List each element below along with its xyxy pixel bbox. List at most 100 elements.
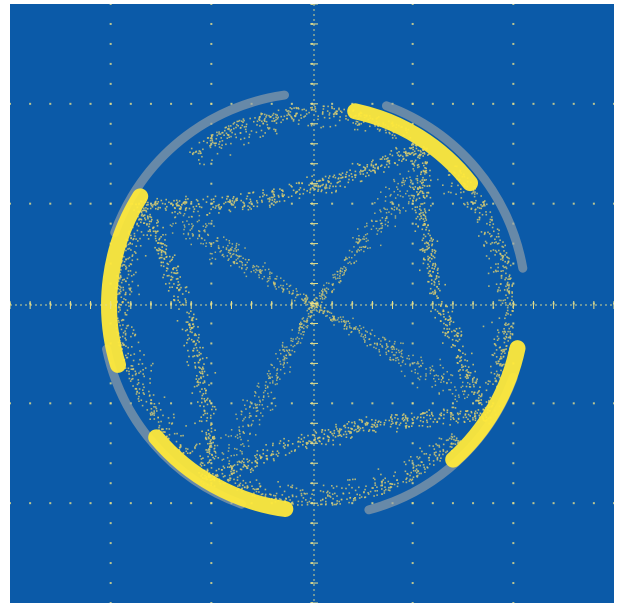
spoke-point (342, 316, 344, 318)
trace-point (428, 244, 430, 246)
spoke-point (387, 350, 390, 352)
trace-point (506, 256, 508, 258)
spoke-point (255, 268, 257, 271)
spoke-point (448, 378, 450, 381)
trace-point (499, 364, 501, 367)
trace-point (354, 170, 357, 173)
trace-point (483, 201, 485, 203)
trace-point (460, 359, 462, 362)
trace-point (429, 234, 431, 237)
trace-point (161, 246, 163, 248)
spoke-point (348, 256, 350, 259)
spoke-point (286, 283, 288, 285)
graticule-dot (512, 502, 515, 505)
spoke-point (388, 188, 390, 190)
graticule-dot (129, 502, 132, 505)
trace-point (272, 196, 274, 199)
trace-point (324, 175, 327, 178)
trace-point (224, 126, 227, 129)
graticule-dot (411, 62, 414, 65)
trace-point (451, 182, 453, 185)
trace-point (424, 211, 427, 214)
spoke-point (278, 286, 280, 288)
trace-point (162, 276, 164, 279)
spoke-point (263, 395, 265, 397)
trace-point (304, 493, 306, 495)
trace-point (462, 191, 465, 193)
trace-point (337, 430, 339, 432)
trace-point (121, 279, 124, 281)
spoke-point (408, 358, 410, 360)
trace-point (186, 311, 188, 314)
spoke-point (418, 378, 421, 381)
trace-point (133, 235, 136, 237)
spoke-point (358, 240, 360, 243)
trace-point (326, 110, 329, 112)
trace-point (207, 470, 209, 472)
trace-point (141, 209, 144, 212)
trace-point (434, 252, 436, 254)
trace-point (134, 333, 137, 336)
spoke-point (455, 389, 457, 391)
trace-point (276, 114, 278, 116)
graticule-dot (210, 262, 213, 265)
graticule-dot (109, 122, 112, 125)
trace-point (327, 490, 329, 493)
spoke-point (239, 433, 241, 435)
graticule-dot (109, 142, 112, 145)
trace-point (354, 128, 356, 131)
trace-point (299, 193, 301, 195)
trace-point (324, 187, 326, 190)
trace-point (474, 417, 477, 420)
spoke-point (407, 202, 410, 205)
trace-point (443, 327, 445, 330)
trace-point (185, 286, 188, 288)
trace-point (394, 414, 397, 416)
trace-point (349, 169, 351, 171)
spoke-point (400, 370, 403, 373)
trace-point (208, 433, 210, 435)
spoke-point (380, 340, 382, 342)
trace-point (406, 417, 409, 419)
spoke-point (302, 317, 305, 319)
spoke-point (261, 404, 263, 406)
trace-point (476, 378, 478, 380)
trace-point (278, 196, 280, 198)
spoke-point (204, 229, 206, 231)
trace-point (147, 201, 149, 204)
trace-point (486, 203, 488, 206)
trace-point (423, 251, 426, 253)
graticule-dot (210, 202, 213, 205)
trace-point (509, 330, 511, 333)
spoke-point (220, 250, 222, 252)
spoke-point (343, 272, 345, 274)
graticule-dot (331, 402, 334, 405)
spoke-point (250, 424, 252, 427)
trace-point (306, 176, 308, 178)
trace-point (149, 215, 151, 218)
trace-point (250, 208, 252, 210)
trace-point (252, 469, 254, 472)
trace-point (428, 265, 430, 268)
trace-point (347, 430, 350, 433)
trace-point (457, 440, 459, 442)
trace-point (338, 431, 341, 433)
spoke-point (205, 245, 207, 247)
spoke-point (467, 382, 469, 384)
spoke-point (414, 371, 416, 374)
trace-point (207, 436, 210, 438)
trace-point (509, 302, 511, 304)
spoke-point (217, 245, 220, 247)
spoke-point (388, 340, 391, 342)
spoke-point (255, 392, 257, 394)
trace-point (457, 421, 459, 424)
trace-point (185, 301, 187, 304)
trace-point (217, 475, 219, 477)
trace-point (128, 305, 130, 307)
trace-point (390, 414, 393, 416)
trace-point (371, 161, 373, 163)
trace-point (202, 382, 204, 384)
trace-point (193, 208, 196, 210)
graticule-dot (451, 402, 454, 405)
trace-point (236, 123, 238, 126)
